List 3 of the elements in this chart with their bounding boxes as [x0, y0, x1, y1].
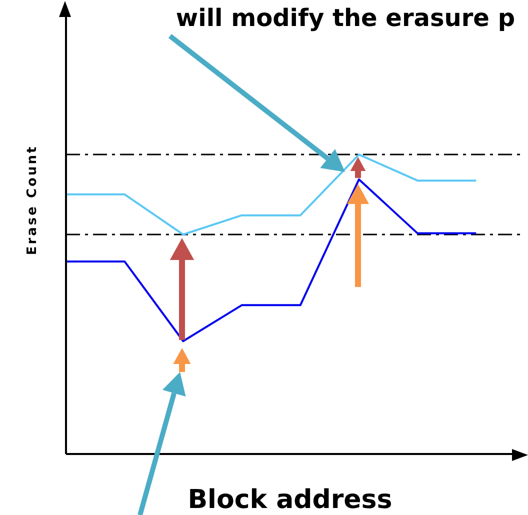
- y-axis-title: Erase Count: [25, 144, 40, 256]
- chart-title: will modify the erasure p: [176, 4, 515, 32]
- x-axis-title: Block address: [188, 485, 392, 515]
